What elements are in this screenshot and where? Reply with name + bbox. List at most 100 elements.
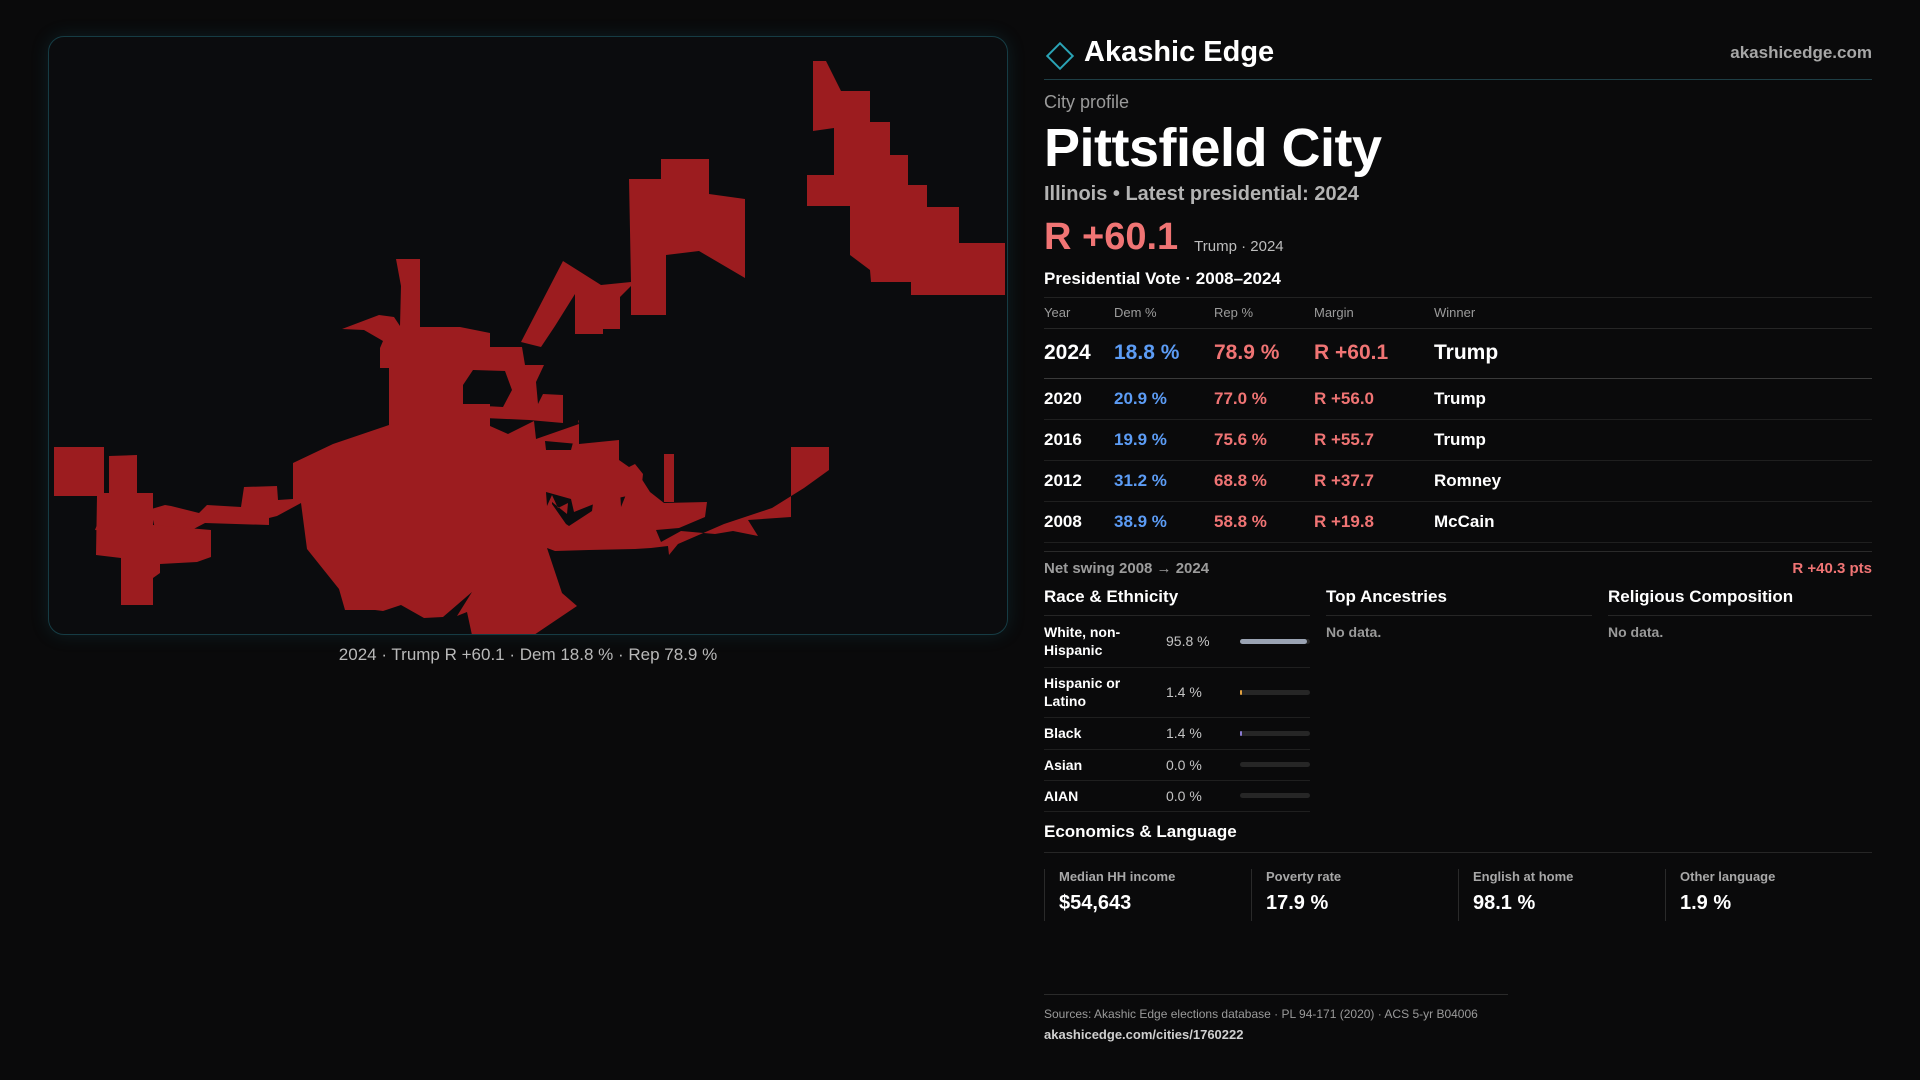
boundary-polygon-northeast — [807, 61, 1005, 295]
vote-year: 2016 — [1044, 419, 1114, 461]
vote-year: 2024 — [1044, 328, 1114, 379]
race-row: AIAN 0.0 % — [1044, 781, 1310, 812]
race-label: Asian — [1044, 756, 1083, 773]
religion-section-title: Religious Composition — [1608, 587, 1872, 616]
map-caption: 2024 · Trump R +60.1 · Dem 18.8 % · Rep … — [338, 645, 718, 664]
headline-margin-note: Trump · 2024 — [1194, 238, 1284, 255]
race-bar — [1240, 762, 1310, 767]
race-row: Asian 0.0 % — [1044, 750, 1310, 781]
race-bar — [1240, 793, 1310, 798]
race-pct: 0.0 % — [1166, 787, 1202, 804]
brand[interactable]: Akashic Edge — [1044, 36, 1275, 70]
boundary-polygon-west — [54, 447, 211, 605]
econ-value: 1.9 % — [1680, 891, 1732, 914]
vote-margin: R +19.8 — [1314, 501, 1434, 543]
econ-label: English at home — [1473, 868, 1574, 884]
city-boundary-map[interactable] — [48, 36, 1008, 635]
headline-margin-value: R +60.1 — [1044, 216, 1179, 258]
vote-section-title: Presidential Vote · 2008–2024 — [1044, 269, 1872, 298]
col-rep: Rep % — [1214, 298, 1314, 329]
col-winner: Winner — [1434, 298, 1872, 329]
ancestries-section-title: Top Ancestries — [1326, 587, 1592, 616]
vote-winner: Trump — [1434, 419, 1872, 461]
vote-winner: Romney — [1434, 460, 1872, 502]
vote-rep: 78.9 % — [1214, 328, 1314, 379]
race-bar-fill — [1240, 730, 1243, 736]
vote-rep: 77.0 % — [1214, 378, 1314, 420]
economics-section-title: Economics & Language — [1044, 822, 1872, 853]
boundary-polygon-east-tail — [664, 454, 674, 502]
vote-winner: McCain — [1434, 501, 1872, 543]
race-row: White, non-Hispanic 95.8 % — [1044, 616, 1310, 668]
vote-dem: 38.9 % — [1114, 501, 1214, 543]
net-swing: Net swing 2008 → 2024 R +40.3 pts — [1044, 550, 1872, 577]
vote-year: 2008 — [1044, 501, 1114, 543]
vote-row: 2008 38.9 % 58.8 % R +19.8 McCain — [1044, 501, 1872, 543]
econ-label: Median HH income — [1059, 868, 1176, 884]
race-section-title: Race & Ethnicity — [1044, 587, 1310, 616]
race-row: Hispanic or Latino 1.4 % — [1044, 668, 1310, 718]
profile-panel: Akashic Edge akashicedge.com City profil… — [1044, 28, 1872, 921]
vote-rep: 58.8 % — [1214, 501, 1314, 543]
vote-table-header: Year Dem % Rep % Margin Winner — [1044, 298, 1872, 329]
religion-empty: No data. — [1608, 623, 1664, 640]
sources-url-link[interactable]: akashicedge.com/cities/1760222 — [1044, 1027, 1244, 1042]
page-title: Pittsfield City — [1044, 118, 1382, 178]
econ-value: 98.1 % — [1473, 891, 1536, 914]
diamond-outline-icon — [1045, 41, 1075, 70]
vote-table: Year Dem % Rep % Margin Winner 2024 18.8… — [1044, 298, 1872, 543]
religion-section: Religious Composition No data. — [1608, 587, 1872, 812]
page-subtitle: Illinois • Latest presidential: 2024 — [1044, 183, 1359, 205]
race-bar — [1240, 689, 1310, 695]
race-bar-fill — [1240, 638, 1308, 644]
econ-poverty-rate: Poverty rate 17.9 % — [1251, 868, 1458, 921]
race-row: Black 1.4 % — [1044, 718, 1310, 750]
vote-rep: 75.6 % — [1214, 419, 1314, 461]
vote-year: 2012 — [1044, 460, 1114, 502]
race-pct: 0.0 % — [1166, 756, 1202, 773]
sources-footer: Sources: Akashic Edge elections database… — [1044, 994, 1508, 1042]
vote-winner: Trump — [1434, 378, 1872, 420]
vote-row: 2020 20.9 % 77.0 % R +56.0 Trump — [1044, 378, 1872, 420]
economics-grid: Median HH income $54,643 Poverty rate 17… — [1044, 868, 1872, 921]
headline-margin: R +60.1 Trump · 2024 — [1044, 216, 1872, 259]
race-pct: 1.4 % — [1166, 725, 1202, 741]
vote-dem: 18.8 % — [1114, 328, 1214, 379]
vote-margin: R +55.7 — [1314, 419, 1434, 461]
econ-label: Poverty rate — [1266, 868, 1342, 884]
vote-margin: R +60.1 — [1314, 328, 1434, 379]
net-swing-value: R +40.3 pts — [1792, 559, 1872, 577]
econ-value: 17.9 % — [1266, 891, 1329, 914]
boundary-polygon-main — [95, 259, 829, 634]
boundary-polygon-north — [521, 159, 745, 347]
race-label: AIAN — [1044, 787, 1079, 804]
race-pct: 95.8 % — [1166, 633, 1210, 649]
brand-name: Akashic Edge — [1084, 36, 1275, 68]
econ-other-language: Other language 1.9 % — [1665, 868, 1872, 921]
sources-line: Sources: Akashic Edge elections database… — [1044, 1007, 1478, 1021]
vote-dem: 31.2 % — [1114, 460, 1214, 502]
col-dem: Dem % — [1114, 298, 1214, 329]
city-boundary-shapes — [54, 61, 1005, 634]
ancestries-empty: No data. — [1326, 623, 1382, 640]
city-boundary-svg — [54, 61, 1005, 634]
vote-year: 2020 — [1044, 378, 1114, 420]
race-label: Black — [1044, 725, 1082, 741]
ancestries-section: Top Ancestries No data. — [1326, 587, 1592, 812]
econ-english-at-home: English at home 98.1 % — [1458, 868, 1665, 921]
vote-row: 2016 19.9 % 75.6 % R +55.7 Trump — [1044, 419, 1872, 461]
race-ethnicity-section: Race & Ethnicity White, non-Hispanic 95.… — [1044, 587, 1310, 812]
vote-row: 2012 31.2 % 68.8 % R +37.7 Romney — [1044, 460, 1872, 502]
race-bar — [1240, 638, 1310, 644]
col-margin: Margin — [1314, 298, 1434, 329]
net-swing-label: Net swing 2008 → 2024 — [1044, 559, 1210, 577]
brand-site-link[interactable]: akashicedge.com — [1730, 42, 1872, 62]
vote-dem: 20.9 % — [1114, 378, 1214, 420]
vote-rep: 68.8 % — [1214, 460, 1314, 502]
vote-row: 2024 18.8 % 78.9 % R +60.1 Trump — [1044, 328, 1872, 379]
race-label: White, non-Hispanic — [1044, 624, 1121, 658]
page-kicker: City profile — [1044, 92, 1130, 112]
econ-median-income: Median HH income $54,643 — [1044, 868, 1251, 921]
econ-label: Other language — [1680, 868, 1776, 884]
race-pct: 1.4 % — [1166, 684, 1202, 700]
